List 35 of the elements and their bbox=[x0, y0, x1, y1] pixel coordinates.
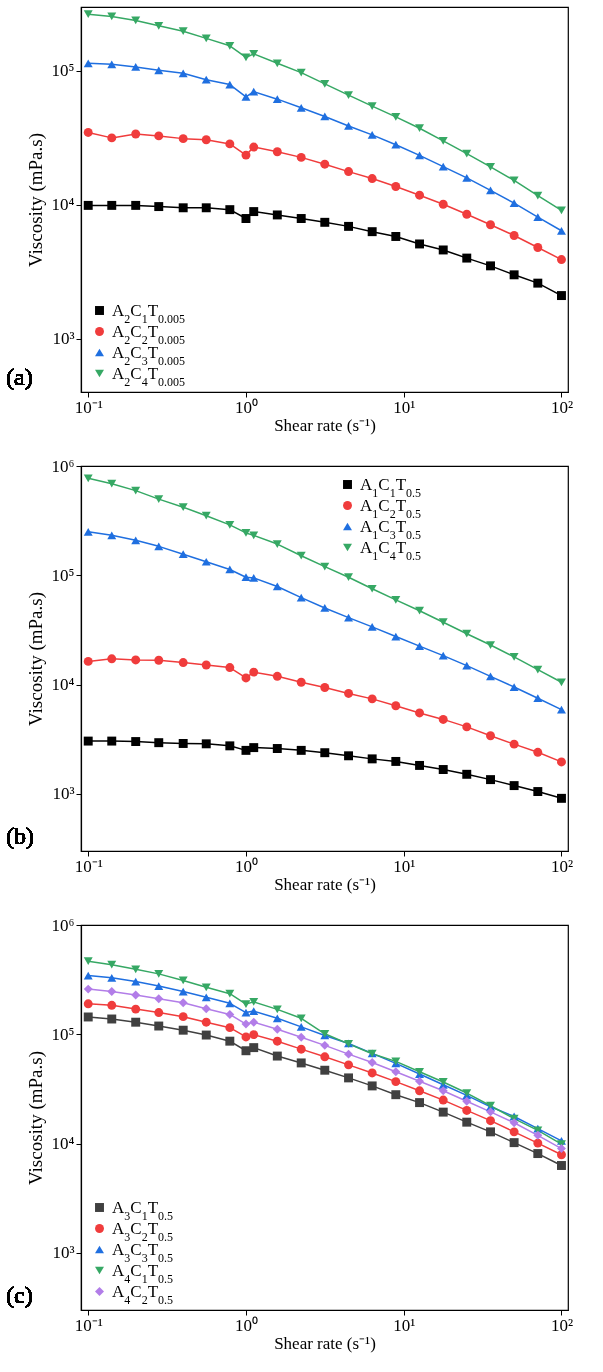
y-axis-title: Viscosity (mPa.s) bbox=[24, 1051, 47, 1185]
y-tick-label: 10³ bbox=[52, 784, 75, 804]
y-tick-label: 10⁴ bbox=[51, 1134, 75, 1154]
y-tick-label: 10³ bbox=[52, 1243, 75, 1263]
x-axis-title: Shear rate (s⁻¹) bbox=[274, 415, 376, 435]
y-tick-label: 10⁶ bbox=[51, 915, 75, 935]
text: (b) bbox=[6, 823, 34, 849]
x-tick-label: 10² bbox=[550, 856, 574, 876]
x-tick-label: 10⁻¹ bbox=[74, 397, 103, 417]
text: (a) bbox=[6, 364, 33, 390]
x-tick-label: 10⁻¹ bbox=[74, 856, 103, 876]
x-tick-label: 10⁰ bbox=[234, 397, 258, 417]
y-tick-label: 10³ bbox=[52, 329, 75, 349]
x-tick-label: 10⁰ bbox=[234, 856, 258, 876]
y-axis-title: Viscosity (mPa.s) bbox=[24, 592, 47, 726]
x-tick-label: 10¹ bbox=[393, 397, 416, 417]
x-tick-label: 10¹ bbox=[393, 856, 416, 876]
y-tick-label: 10⁶ bbox=[51, 456, 75, 476]
x-axis-title: Shear rate (s⁻¹) bbox=[274, 1333, 376, 1353]
y-axis-title: Viscosity (mPa.s) bbox=[24, 133, 47, 267]
y-tick-label: 10⁵ bbox=[51, 565, 75, 585]
y-tick-label: 10⁵ bbox=[51, 1024, 75, 1044]
legend-label: A$_{2}$C$_{1}$T$_{0.005}$ bbox=[112, 300, 186, 326]
y-tick-label: 10⁵ bbox=[51, 61, 75, 81]
x-tick-label: 10⁻¹ bbox=[74, 1315, 103, 1335]
x-axis-title: Shear rate (s⁻¹) bbox=[274, 874, 376, 894]
legend-label: A$_{3}$C$_{1}$T$_{0.5}$ bbox=[112, 1197, 174, 1223]
x-tick-label: 10⁰ bbox=[234, 1315, 258, 1335]
x-tick-label: 10² bbox=[550, 1315, 574, 1335]
x-tick-label: 10¹ bbox=[393, 1315, 416, 1335]
text: (c) bbox=[6, 1282, 33, 1308]
legend-label: A$_{1}$C$_{1}$T$_{0.5}$ bbox=[360, 474, 422, 500]
x-tick-label: 10² bbox=[550, 397, 574, 417]
y-tick-label: 10⁴ bbox=[51, 195, 75, 215]
y-tick-label: 10⁴ bbox=[51, 675, 75, 695]
